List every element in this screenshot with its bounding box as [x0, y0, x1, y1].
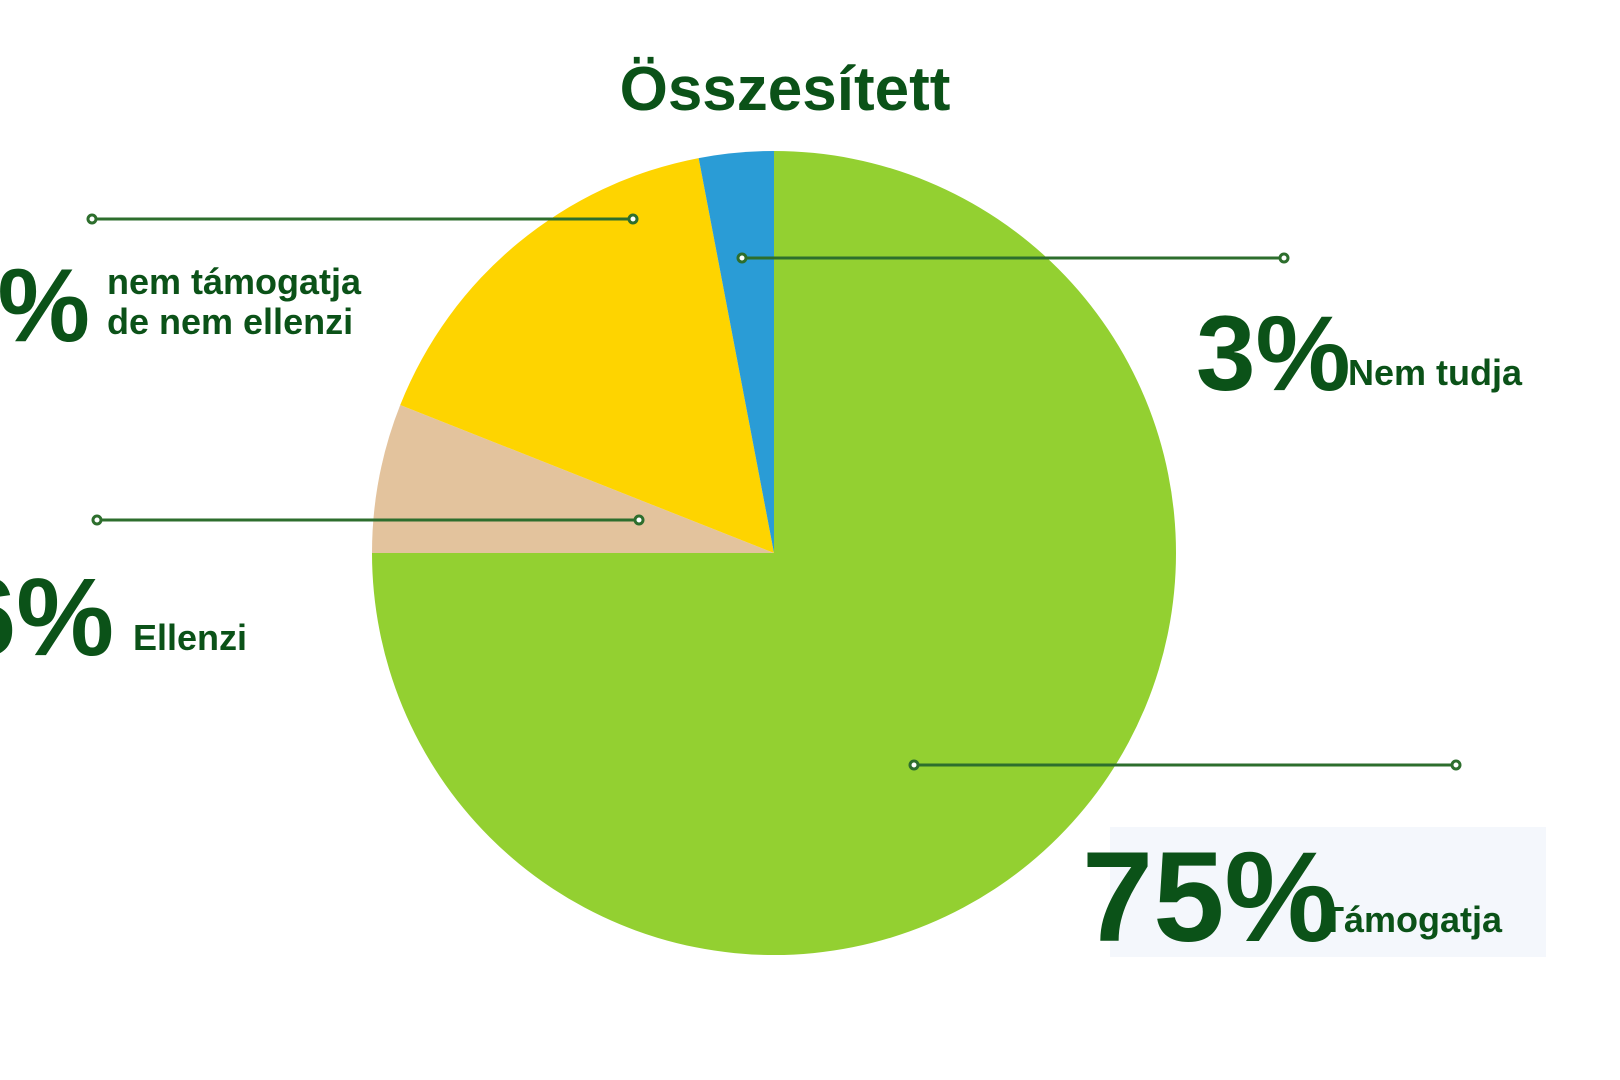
value-label: 6%	[0, 556, 114, 679]
leader-dot	[1278, 252, 1290, 264]
pie-slice	[698, 151, 774, 553]
leader-dot	[633, 514, 645, 526]
leader-dot	[91, 514, 103, 526]
leader-dot	[627, 213, 639, 225]
leader-dot	[736, 252, 748, 264]
category-label: nem támogatja de nem ellenzi	[107, 261, 362, 342]
value-label: 16%	[0, 248, 90, 364]
leader-dot	[86, 213, 98, 225]
pie-slice	[400, 158, 774, 553]
value-label: 3%	[1196, 293, 1351, 413]
category-label: Ellenzi	[133, 617, 248, 658]
label-box	[1110, 827, 1546, 957]
pie-slice	[372, 405, 774, 553]
value-label: 75%	[1082, 826, 1338, 969]
leader-lines	[86, 213, 1462, 771]
leader-dot	[908, 759, 920, 771]
category-label: Nem tudja	[1348, 352, 1523, 393]
category-label: Támogatja	[1322, 899, 1503, 940]
chart-title: Összesített	[620, 55, 951, 124]
leader-dot	[1450, 759, 1462, 771]
pie	[372, 151, 1176, 955]
